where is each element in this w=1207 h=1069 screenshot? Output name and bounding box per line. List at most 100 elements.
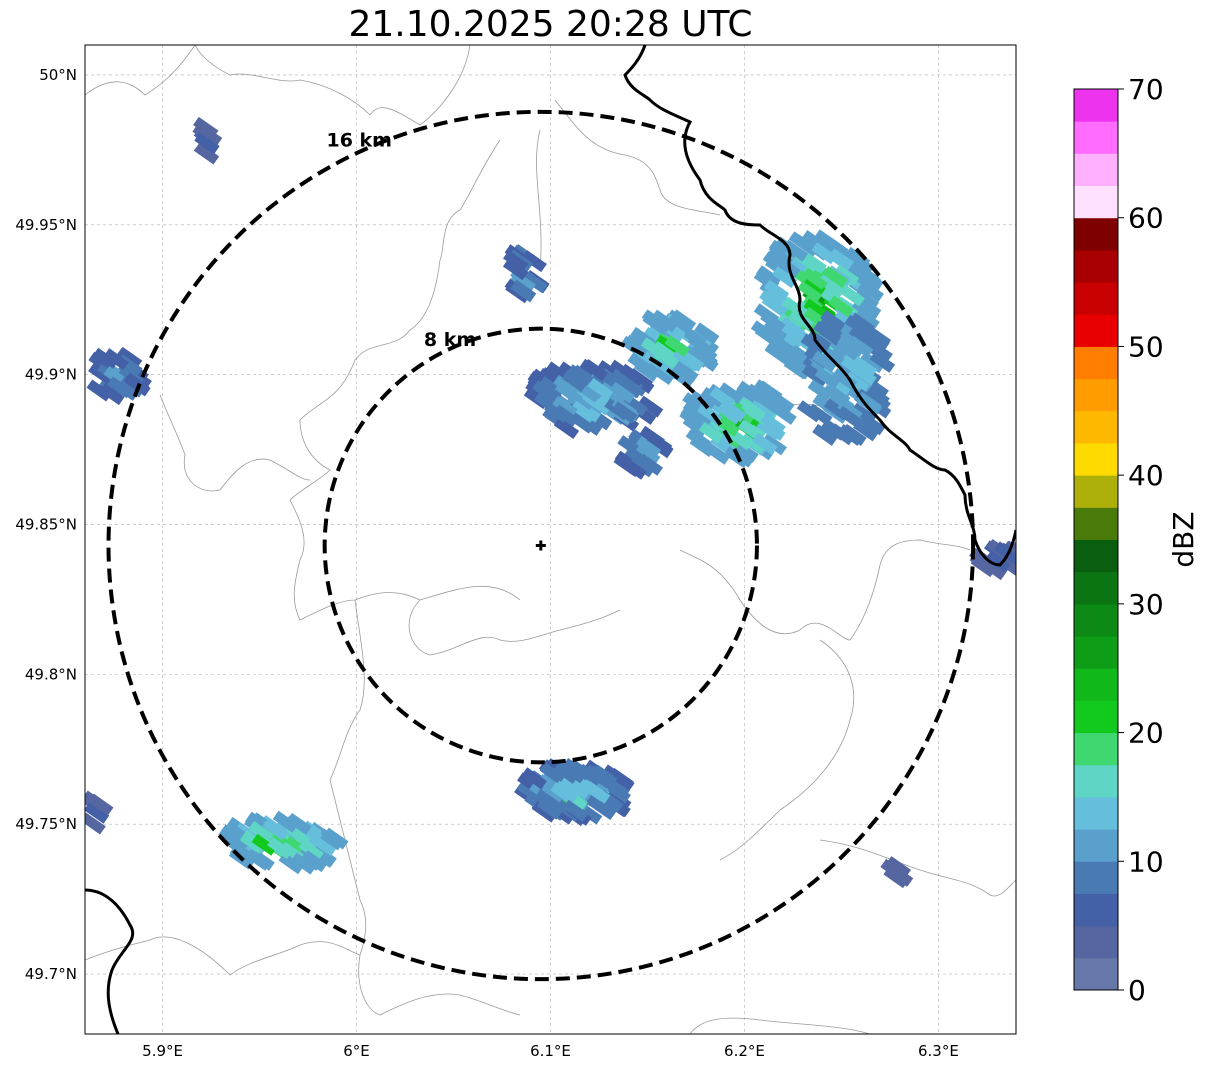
colorbar-segment xyxy=(1074,796,1118,830)
x-tick-label: 5.9°E xyxy=(142,1042,183,1060)
echo-cell xyxy=(718,382,744,405)
border-line-southwest xyxy=(85,888,135,1034)
border-line xyxy=(679,539,971,641)
echo-cell xyxy=(637,395,664,418)
border-line xyxy=(819,839,1016,897)
echo-cell xyxy=(582,358,608,381)
echo-cell xyxy=(837,406,863,428)
colorbar-segment xyxy=(1074,346,1118,380)
echo-cell xyxy=(267,837,293,859)
echo-cell xyxy=(779,316,805,339)
echo-cell xyxy=(828,295,854,318)
colorbar-segment xyxy=(1074,603,1118,637)
colorbar-segment xyxy=(1074,636,1118,669)
echo-cell xyxy=(88,793,114,816)
echo-cell xyxy=(864,384,890,407)
echo-cell xyxy=(99,383,125,406)
echo-cell xyxy=(796,400,823,423)
echo-cell xyxy=(752,433,778,455)
range-rings: 8 km 16 km xyxy=(106,109,976,982)
echo-cell xyxy=(847,335,874,358)
colorbar-tick-label: 40 xyxy=(1128,459,1164,492)
echo-cell xyxy=(714,414,740,437)
colorbar-tick-label: 0 xyxy=(1128,974,1146,1007)
border-line xyxy=(194,45,471,126)
y-tick-label: 49.7°N xyxy=(25,965,77,983)
echo-cell xyxy=(290,852,317,875)
colorbar-segment xyxy=(1074,153,1118,187)
y-tick-label: 49.75°N xyxy=(15,815,77,833)
colorbar-segment xyxy=(1074,732,1118,766)
y-tick-label: 49.8°N xyxy=(25,665,77,683)
colorbar-tick-label: 10 xyxy=(1128,845,1164,878)
y-tick-label: 49.9°N xyxy=(25,366,77,384)
echo-cell xyxy=(521,250,547,273)
echo-cell xyxy=(587,377,614,400)
echo-cell xyxy=(553,780,580,803)
echo-cell xyxy=(844,371,870,394)
echo-cell xyxy=(567,364,593,387)
echo-cell xyxy=(1003,540,1016,563)
echo-cell xyxy=(623,334,650,357)
echo-cell xyxy=(828,248,854,271)
echo-cell xyxy=(763,279,790,302)
echo-cell xyxy=(757,380,783,403)
echo-cell xyxy=(232,843,258,866)
echo-cell xyxy=(833,264,860,287)
echo-cell xyxy=(584,781,611,804)
echo-cell xyxy=(85,812,106,835)
colorbar-frame xyxy=(1073,88,1119,991)
echo-cell xyxy=(733,440,759,463)
echo-cell xyxy=(700,386,727,409)
echo-cell xyxy=(552,395,578,418)
echo-cell xyxy=(521,767,547,790)
echo-cell xyxy=(194,132,220,155)
echo-cell xyxy=(797,280,823,303)
echo-cell xyxy=(804,265,831,288)
colorbar-tick-label: 20 xyxy=(1128,717,1164,750)
echo-cell xyxy=(985,550,1011,573)
border-line xyxy=(159,394,311,492)
national-borders xyxy=(85,45,1016,1034)
echo-cell xyxy=(640,337,667,360)
echo-cell xyxy=(553,417,580,440)
echo-cell xyxy=(262,818,288,841)
echo-cell xyxy=(570,400,596,423)
echo-cell xyxy=(635,435,662,458)
x-tick-label: 6°E xyxy=(343,1042,370,1060)
range-ring-8km xyxy=(322,326,759,765)
colorbar-segment xyxy=(1074,957,1118,991)
echo-cell xyxy=(765,248,792,271)
echo-cell xyxy=(502,258,529,281)
echo-cell xyxy=(251,833,278,856)
colorbar-tick-label: 50 xyxy=(1128,330,1164,363)
colorbar-segment xyxy=(1074,571,1118,605)
echo-cell xyxy=(278,852,304,875)
map-title: 21.10.2025 20:28 UTC xyxy=(348,4,753,45)
colorbar-segment xyxy=(1074,249,1118,283)
echo-cell xyxy=(853,288,879,311)
echo-cell xyxy=(86,379,112,402)
echo-cell xyxy=(761,320,788,343)
echo-cell xyxy=(709,386,735,409)
colorbar-segment xyxy=(1074,121,1118,154)
colorbar-segment xyxy=(1074,861,1118,894)
echo-cell xyxy=(637,453,664,476)
echo-cell xyxy=(844,314,870,337)
colorbar-segment xyxy=(1074,89,1118,122)
echo-cell xyxy=(760,412,786,435)
echo-cell xyxy=(649,363,675,386)
colorbar: 0 10 20 30 40 50 60 70 dBZ xyxy=(1073,73,1200,1007)
colorbar-tick-label: 30 xyxy=(1128,588,1164,621)
echo-cell xyxy=(652,310,678,333)
echo-cell xyxy=(323,827,349,850)
echo-cell xyxy=(788,231,815,254)
colorbar-segment xyxy=(1074,925,1118,959)
echo-cell xyxy=(839,284,865,307)
echo-cell xyxy=(608,767,634,790)
echo-cell xyxy=(248,820,274,843)
echo-cell xyxy=(840,249,866,272)
border-line xyxy=(536,129,542,271)
echo-cell xyxy=(756,265,782,288)
colorbar-segment xyxy=(1074,700,1118,734)
